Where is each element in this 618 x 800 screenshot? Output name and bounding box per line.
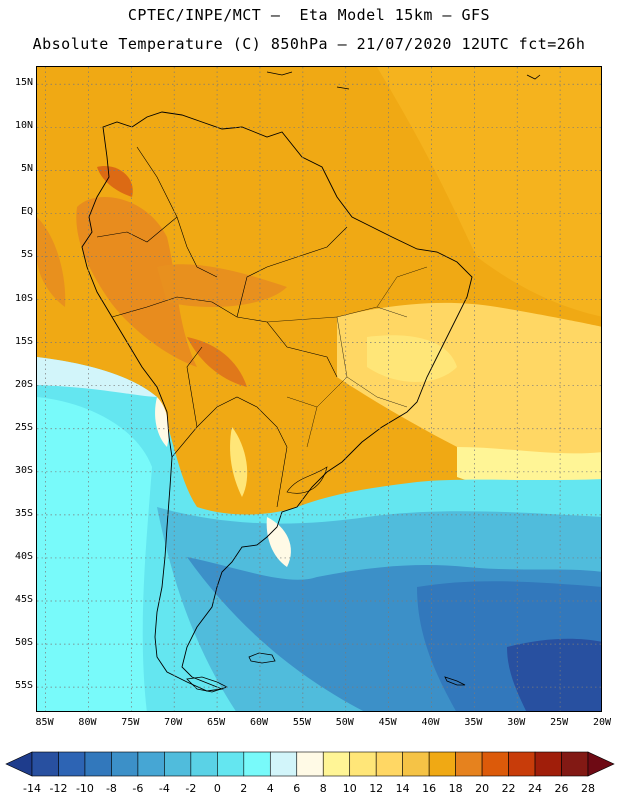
orange-pacific bbox=[37, 217, 66, 307]
lon-label: 50W bbox=[335, 717, 354, 728]
colorbar-swatch bbox=[428, 751, 456, 777]
colorbar-level-label: 24 bbox=[528, 782, 543, 795]
lon-label: 30W bbox=[507, 717, 526, 728]
state-borders bbox=[266, 266, 428, 448]
colorbar-swatch bbox=[455, 751, 483, 777]
colorbar-swatch bbox=[402, 751, 430, 777]
lon-label: 45W bbox=[378, 717, 397, 728]
colorbar-level-label: -2 bbox=[185, 782, 197, 795]
lon-label: 65W bbox=[207, 717, 226, 728]
colorbar-swatch bbox=[322, 751, 351, 777]
orange-andes-1 bbox=[76, 197, 197, 367]
colorbar-swatch bbox=[217, 751, 245, 777]
south-georgia bbox=[444, 676, 466, 686]
cream-strip bbox=[155, 397, 169, 447]
lon-label: 40W bbox=[421, 717, 440, 728]
lat-label: 5N bbox=[20, 163, 33, 175]
colorbar-swatch bbox=[561, 751, 589, 777]
colorbar-swatch bbox=[375, 751, 403, 777]
yellow-argentina bbox=[230, 427, 248, 497]
deepest-blue-field bbox=[507, 638, 601, 711]
lon-label: 80W bbox=[78, 717, 97, 728]
colorbar-level-label: 14 bbox=[395, 782, 410, 795]
colorbar-swatch bbox=[508, 751, 536, 777]
colorbar-swatch bbox=[58, 751, 86, 777]
colorbar-level-label: -14 bbox=[23, 782, 41, 795]
colorbar-swatch bbox=[190, 751, 218, 777]
south-america-coastline bbox=[81, 111, 473, 692]
lon-label: 75W bbox=[121, 717, 140, 728]
colorbar bbox=[5, 751, 615, 777]
colorbar-level-label: 22 bbox=[501, 782, 516, 795]
lat-label: 45S bbox=[14, 594, 33, 606]
colorbar-swatch bbox=[349, 751, 377, 777]
colorbar-level-label: -12 bbox=[49, 782, 68, 795]
lat-label: 25S bbox=[14, 421, 33, 433]
map-canvas bbox=[37, 67, 601, 711]
colorbar-level-label: 6 bbox=[293, 782, 301, 795]
lat-label: 50S bbox=[14, 637, 33, 649]
colorbar-level-label: 10 bbox=[342, 782, 357, 795]
lat-label: 30S bbox=[14, 464, 33, 476]
lon-label: 70W bbox=[164, 717, 183, 728]
colorbar-level-label: 4 bbox=[266, 782, 274, 795]
pale-cyan-north bbox=[37, 357, 157, 397]
pale-yellow-brazil bbox=[367, 335, 457, 382]
colorbar-level-label: 0 bbox=[213, 782, 221, 795]
colorbar-swatch bbox=[269, 751, 298, 777]
colorbar-swatch bbox=[137, 751, 165, 777]
ne-field bbox=[377, 67, 601, 317]
colorbar-swatch bbox=[296, 751, 324, 777]
title-line-2: Absolute Temperature (C) 850hPa – 21/07/… bbox=[32, 35, 586, 53]
colorbar-level-label: -6 bbox=[132, 782, 144, 795]
lat-label: 20S bbox=[14, 378, 33, 390]
orange-amazon bbox=[157, 264, 287, 307]
lon-label: 60W bbox=[249, 717, 268, 728]
lon-label: 55W bbox=[292, 717, 311, 728]
lat-label: 15S bbox=[14, 335, 33, 347]
lon-label: 20W bbox=[592, 717, 612, 728]
cream-argentina bbox=[266, 517, 291, 567]
colorbar-swatch bbox=[164, 751, 192, 777]
lat-label: 35S bbox=[14, 507, 33, 519]
colorbar-level-label: 18 bbox=[448, 782, 463, 795]
colorbar-level-label: 8 bbox=[319, 782, 327, 795]
lon-label: 85W bbox=[35, 717, 54, 728]
colorbar-level-label: 12 bbox=[369, 782, 384, 795]
falkland-islands bbox=[248, 652, 276, 664]
colorbar-max-arrow bbox=[587, 751, 615, 777]
colorbar-level-label: 20 bbox=[475, 782, 490, 795]
title-line-1: CPTEC/INPE/MCT – Eta Model 15km – GFS bbox=[127, 6, 491, 24]
orange-colombia bbox=[97, 166, 133, 197]
caribbean-islands bbox=[266, 71, 541, 90]
colorbar-level-label: 26 bbox=[554, 782, 569, 795]
colorbar-level-label: 16 bbox=[422, 782, 437, 795]
colorbar-swatch bbox=[534, 751, 562, 777]
colorbar-level-label: 2 bbox=[240, 782, 248, 795]
colorbar-swatch bbox=[31, 751, 59, 777]
lat-label: 55S bbox=[14, 680, 33, 692]
lat-label: 10S bbox=[14, 292, 33, 304]
colorbar-level-label: -8 bbox=[105, 782, 117, 795]
colorbar-min-arrow bbox=[5, 751, 33, 777]
colorbar-swatch bbox=[243, 751, 271, 777]
orange-bolivia bbox=[187, 337, 247, 387]
lat-label: 10N bbox=[14, 120, 33, 132]
temperature-map bbox=[36, 66, 602, 712]
lat-label: EQ bbox=[20, 206, 33, 218]
lon-label: 25W bbox=[550, 717, 569, 728]
country-borders bbox=[96, 146, 348, 508]
colorbar-level-label: -10 bbox=[75, 782, 94, 795]
colorbar-level-label: -4 bbox=[158, 782, 170, 795]
uruguay-border bbox=[286, 466, 328, 494]
lat-label: 15N bbox=[14, 77, 33, 89]
lat-label: 5S bbox=[20, 249, 33, 261]
bright-cyan-pacific bbox=[37, 397, 152, 711]
colorbar-level-label: 28 bbox=[581, 782, 595, 795]
lat-label: 40S bbox=[14, 550, 33, 562]
colorbar-swatch bbox=[111, 751, 139, 777]
colorbar-swatch bbox=[481, 751, 509, 777]
colorbar-swatch bbox=[84, 751, 112, 777]
lon-label: 35W bbox=[464, 717, 483, 728]
